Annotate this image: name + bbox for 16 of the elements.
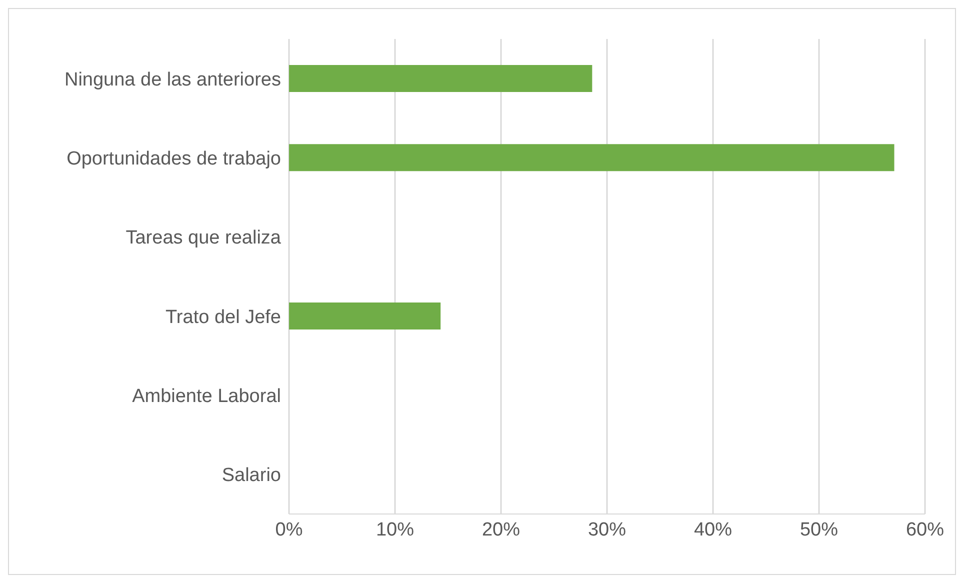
x-tick-label: 60% [906, 519, 944, 540]
y-tick-label: Oportunidades de trabajo [66, 148, 281, 170]
bar [289, 302, 441, 330]
x-tick-label: 40% [694, 519, 732, 540]
x-tick-label: 10% [376, 519, 414, 540]
x-tick-label: 20% [482, 519, 520, 540]
y-tick-label: Ambiente Laboral [132, 386, 281, 407]
bar [289, 144, 894, 172]
y-tick-label: Salario [222, 465, 281, 486]
x-tick-label: 0% [275, 519, 303, 540]
y-tick-label: Tareas que realiza [126, 228, 282, 249]
y-tick-label: Trato del Jefe [166, 306, 281, 328]
y-tick-label: Ninguna de las anteriores [64, 69, 281, 90]
x-tick-label: 30% [588, 519, 626, 540]
bar [289, 65, 592, 92]
x-tick-label: 50% [800, 519, 838, 540]
